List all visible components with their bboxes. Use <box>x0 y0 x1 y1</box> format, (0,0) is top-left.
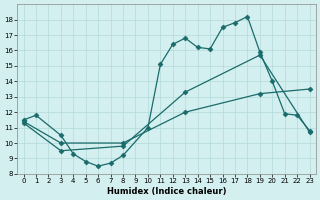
X-axis label: Humidex (Indice chaleur): Humidex (Indice chaleur) <box>107 187 226 196</box>
